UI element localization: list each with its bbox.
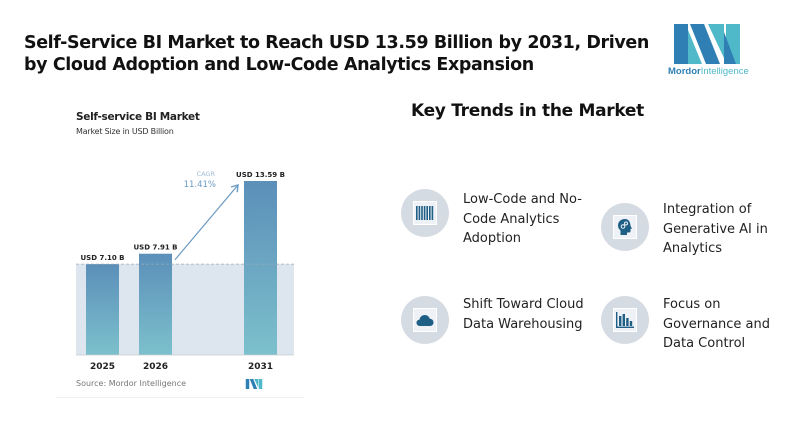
key-trends-title: Key Trends in the Market <box>411 101 644 121</box>
bar-chart-icon <box>616 312 634 328</box>
source-logo-icon <box>245 379 263 389</box>
mordor-logo: MordorIntelligence <box>668 24 750 80</box>
ai-head-icon <box>618 219 632 235</box>
x-tick-2031: 2031 <box>248 362 273 372</box>
trend-icon-circle <box>601 203 649 251</box>
x-tick-2026: 2026 <box>143 362 168 372</box>
data-label-2026: USD 7.91 B <box>133 244 177 252</box>
logo-brand-bold: Mordor <box>668 66 701 77</box>
logo-brand-light: Intelligence <box>700 66 749 77</box>
bar-2025 <box>86 264 119 355</box>
chart-title: Self-service BI Market <box>76 111 200 123</box>
chart-subtitle: Market Size in USD Billion <box>76 127 174 136</box>
cagr-value: 11.41% <box>184 180 216 190</box>
data-label-2025: USD 7.10 B <box>80 254 124 262</box>
trend-label: Focus on Governance and Data Control <box>663 297 771 351</box>
trend-icon-circle <box>601 296 649 344</box>
cloud-icon <box>416 315 434 326</box>
trend-label: Integration of Generative AI in Analytic… <box>663 202 768 256</box>
trend-item-low-code: Low-Code and No-Code Analytics Adoption <box>401 189 603 249</box>
mordor-logo-mark-icon <box>674 24 740 64</box>
chart-source: Source: Mordor Intelligence <box>76 379 187 388</box>
x-tick-2025: 2025 <box>90 362 115 372</box>
barcode-icon <box>416 206 434 220</box>
trend-label: Low-Code and No-Code Analytics Adoption <box>463 192 582 246</box>
trend-icon-circle <box>401 296 449 344</box>
bar-chart: USD 7.10 B 2025 USD 7.91 B 2026 USD 13.59 B 2… <box>76 170 294 372</box>
bar-2031 <box>244 181 277 355</box>
trend-item-cloud: Shift Toward Cloud Data Warehousing <box>401 296 603 344</box>
cagr-label: CAGR <box>197 170 216 178</box>
mordor-logo-text: MordorIntelligence <box>668 66 750 77</box>
trend-label: Shift Toward Cloud Data Warehousing <box>463 297 584 332</box>
trend-item-governance: Focus on Governance and Data Control <box>601 296 793 354</box>
market-size-chart-card: Self-service BI Market Market Size in US… <box>56 98 304 398</box>
trend-icon-circle <box>401 189 449 237</box>
bar-2026 <box>139 253 172 355</box>
cagr-arrow <box>174 184 239 261</box>
card-divider <box>56 397 304 398</box>
data-label-2031: USD 13.59 B <box>236 171 285 179</box>
trend-item-generative-ai: Integration of Generative AI in Analytic… <box>601 202 788 259</box>
page-headline: Self-Service BI Market to Reach USD 13.5… <box>24 33 649 75</box>
